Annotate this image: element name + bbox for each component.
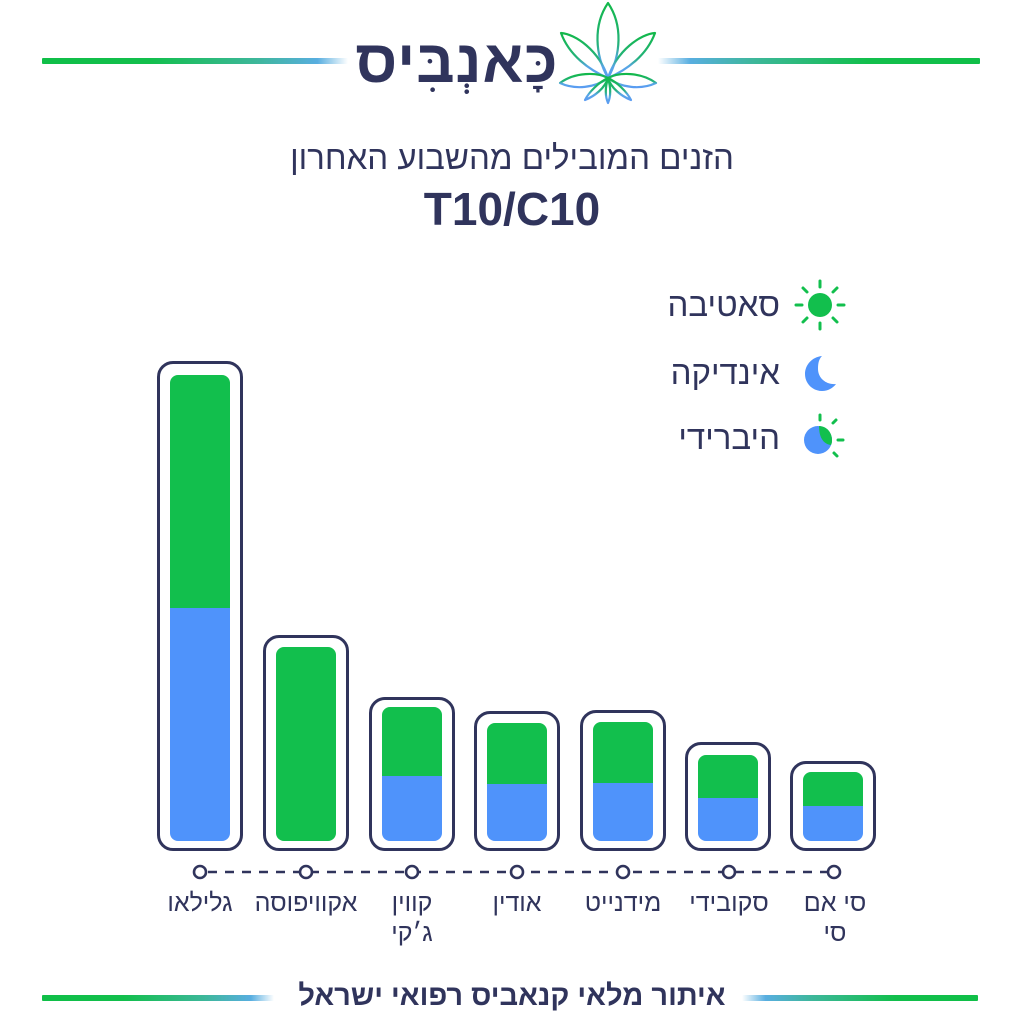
bar-segment-indica	[382, 776, 442, 841]
bar-segment-sativa	[487, 723, 547, 784]
bar-segment-indica	[698, 798, 758, 841]
legend-item-indica: אינדיקה	[671, 347, 846, 399]
axis-tick-circle	[826, 864, 842, 880]
bar-odin	[474, 711, 560, 851]
bar-segment-sativa	[382, 707, 442, 776]
legend-label-sativa: סאטיבה	[667, 286, 780, 323]
legend-label-indica: אינדיקה	[670, 354, 780, 391]
header-divider-left	[42, 58, 348, 64]
axis-tick-circle	[615, 864, 631, 880]
category-label: אקוויפוסה	[254, 889, 358, 917]
bar-queen-jackie	[369, 697, 455, 851]
category-label: גלילאו	[167, 889, 233, 917]
footer-divider-right	[742, 995, 978, 1001]
category-label: סקובידי	[689, 889, 769, 917]
bar-scooby-d	[685, 742, 771, 851]
axis-tick-circle	[721, 864, 737, 880]
chart-subtitle: הזנים המובילים מהשבוע האחרון	[290, 139, 734, 176]
bar-midnight	[580, 710, 666, 851]
bar-galileo	[157, 361, 243, 851]
axis-tick-circle	[192, 864, 208, 880]
sun-icon	[794, 279, 846, 331]
category-label: אודין	[492, 889, 542, 917]
bar-segment-sativa	[803, 772, 863, 806]
bar-segment-indica	[593, 783, 653, 841]
bar-segment-indica	[803, 806, 863, 841]
bar-segment-indica	[170, 608, 230, 841]
legend-item-sativa: סאטיבה	[668, 279, 846, 331]
moon-icon	[794, 347, 846, 399]
bar-segment-sativa	[276, 647, 336, 841]
category-label: סי אם סי	[803, 889, 867, 947]
header-divider-right	[658, 58, 980, 64]
hybrid-sun-moon-icon	[794, 412, 846, 464]
category-label: מידנייט	[584, 889, 662, 917]
category-label: קווין ג׳קי	[391, 889, 433, 947]
bar-segment-indica	[487, 784, 547, 841]
axis-tick-circle	[298, 864, 314, 880]
axis-tick-circle	[404, 864, 420, 880]
legend-item-hybrid: היברידי	[678, 412, 846, 464]
legend-label-hybrid: היברידי	[678, 419, 780, 456]
axis-tick-circle	[509, 864, 525, 880]
bar-cmc	[790, 761, 876, 851]
cannabis-leaf-icon	[558, 1, 658, 105]
footer-divider-left	[42, 995, 274, 1001]
bar-equifosa	[263, 635, 349, 851]
bar-segment-sativa	[170, 375, 230, 608]
footer-tagline: איתור מלאי קנאביס רפואי ישראל	[298, 980, 726, 1012]
chart-title: T10/C10	[423, 183, 601, 235]
bar-segment-sativa	[698, 755, 758, 798]
bar-segment-sativa	[593, 722, 653, 783]
brand-name: כָּאנְבִּיס	[355, 28, 559, 95]
